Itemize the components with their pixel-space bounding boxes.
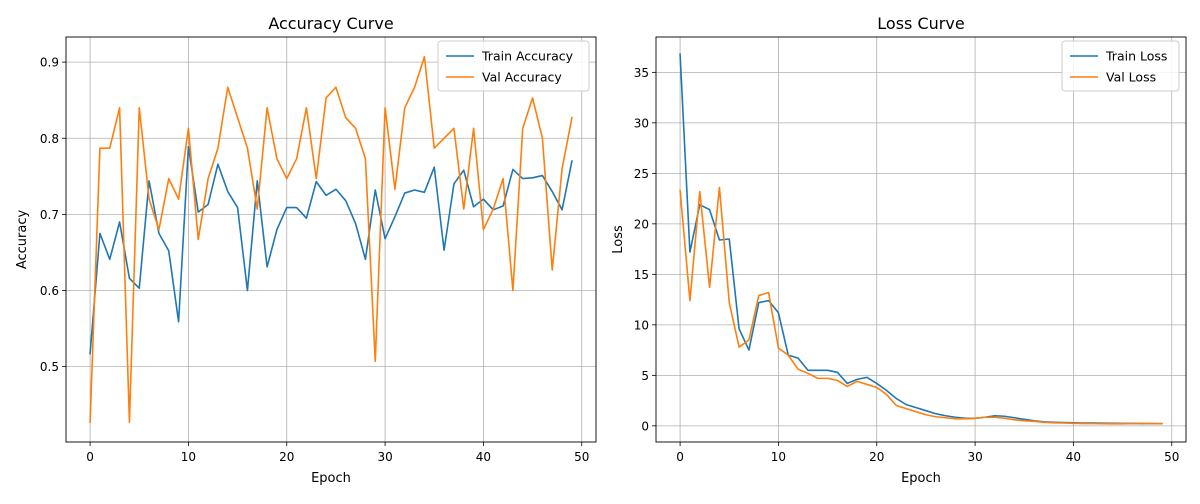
accuracy-x-axis-label: Epoch [311,471,351,486]
loss-legend-label: Val Loss [1106,70,1156,85]
loss-x-tick-label: 40 [1066,450,1081,464]
loss-x-tick-label: 0 [676,450,684,464]
loss-lines [679,53,1163,425]
loss-y-tick-label: 0 [641,419,649,433]
loss-grid [656,37,1186,442]
loss-axes-frame [655,36,1187,443]
loss-x-tick-label: 10 [771,450,786,464]
accuracy-lines [89,55,573,424]
loss-x-tick-label: 30 [967,450,982,464]
accuracy-series-train-accuracy [89,145,573,355]
accuracy-y-tick-label: 0.9 [40,56,59,70]
accuracy-legend-label: Train Accuracy [481,49,574,64]
loss-legend-label: Train Loss [1105,49,1167,64]
accuracy-y-tick-label: 0.7 [40,208,59,222]
loss-y-tick-label: 35 [634,66,649,80]
accuracy-y-tick-label: 0.6 [40,284,59,298]
accuracy-x-tick-label: 30 [377,450,392,464]
accuracy-chart: 0 10 20 30 40 50 0.5 0.6 0.7 0.8 0.9 Train Accurac… [15,14,597,486]
loss-legend: Train Loss Val Loss [1061,40,1180,92]
loss-x-tick-label: 20 [869,450,884,464]
loss-series-val-loss [679,186,1163,425]
accuracy-axes: 0 10 20 30 40 50 0.5 0.6 0.7 0.8 0.9 [40,36,597,464]
accuracy-y-axis-label: Accuracy [15,210,30,270]
loss-chart-title: Loss Curve [877,14,964,33]
accuracy-x-tick-label: 20 [279,450,294,464]
accuracy-x-tick-label: 10 [181,450,196,464]
loss-y-axis-label: Loss [611,225,626,254]
accuracy-legend: Train Accuracy Val Accuracy [437,40,590,92]
accuracy-legend-box [437,40,590,92]
accuracy-x-tick-label: 50 [574,450,589,464]
loss-axes: 0 10 20 30 40 50 0 5 10 15 20 25 30 35 [634,36,1187,464]
accuracy-series-val-accuracy [89,55,573,424]
loss-chart: 0 10 20 30 40 50 0 5 10 15 20 25 30 35 Train Loss Val … [611,14,1187,486]
accuracy-axes-frame [65,36,597,443]
loss-y-tick-label: 10 [634,318,649,332]
accuracy-legend-label: Val Accuracy [482,70,562,85]
loss-y-tick-label: 25 [634,167,649,181]
accuracy-x-tick-label: 40 [476,450,491,464]
accuracy-x-tick-label: 0 [86,450,94,464]
accuracy-grid [66,37,596,442]
loss-legend-box [1061,40,1180,92]
accuracy-y-tick-label: 0.8 [40,132,59,146]
accuracy-y-tick-label: 0.5 [40,360,59,374]
accuracy-chart-title: Accuracy Curve [268,14,393,33]
loss-x-tick-label: 50 [1164,450,1179,464]
loss-x-axis-label: Epoch [901,471,941,486]
loss-y-tick-label: 30 [634,116,649,130]
loss-y-tick-label: 20 [634,217,649,231]
loss-y-tick-label: 15 [634,268,649,282]
loss-y-tick-label: 5 [641,369,649,383]
